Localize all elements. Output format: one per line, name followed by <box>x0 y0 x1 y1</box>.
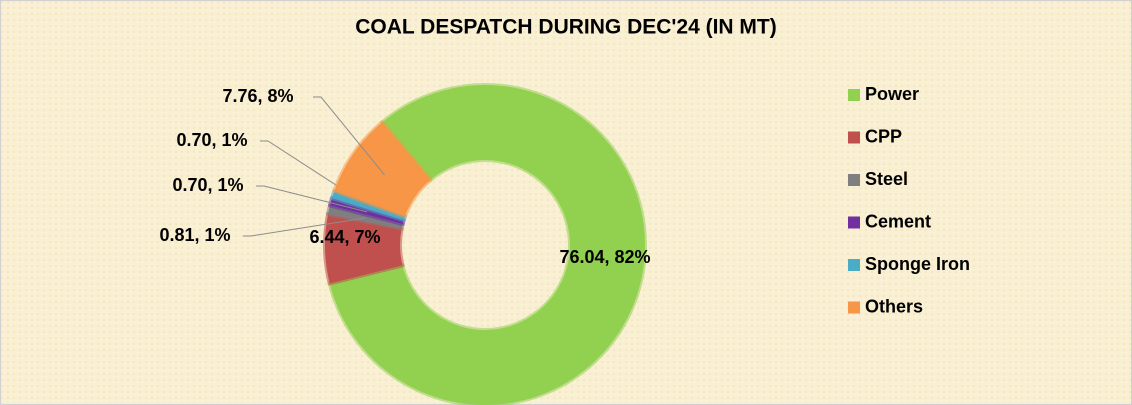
legend-swatch <box>848 174 860 186</box>
legend-label: CPP <box>865 126 902 146</box>
data-label: 6.44, 7% <box>309 227 380 247</box>
legend-swatch <box>848 216 860 229</box>
chart-title: COAL DESPATCH DURING DEC'24 (IN MT) <box>355 16 777 39</box>
leader-line <box>256 185 368 213</box>
donut-slice <box>332 120 433 219</box>
data-label: 0.70, 1% <box>176 130 247 150</box>
legend-swatch <box>848 89 860 101</box>
data-label: 0.70, 1% <box>172 175 243 195</box>
legend-label: Others <box>865 296 923 316</box>
data-label: 7.76, 8% <box>222 86 293 106</box>
legend-swatch <box>848 301 860 314</box>
legend-swatch <box>848 259 860 271</box>
donut-slice <box>327 83 647 405</box>
leader-line <box>313 96 385 176</box>
legend-label: Power <box>865 84 919 104</box>
legend-label: Steel <box>865 169 908 189</box>
legend-label: Sponge Iron <box>865 254 970 274</box>
data-label: 0.81, 1% <box>159 225 230 245</box>
legend-swatch <box>848 131 860 144</box>
leader-line <box>243 217 366 237</box>
legend-label: Cement <box>865 211 931 231</box>
data-label: 76.04, 82% <box>559 247 650 267</box>
